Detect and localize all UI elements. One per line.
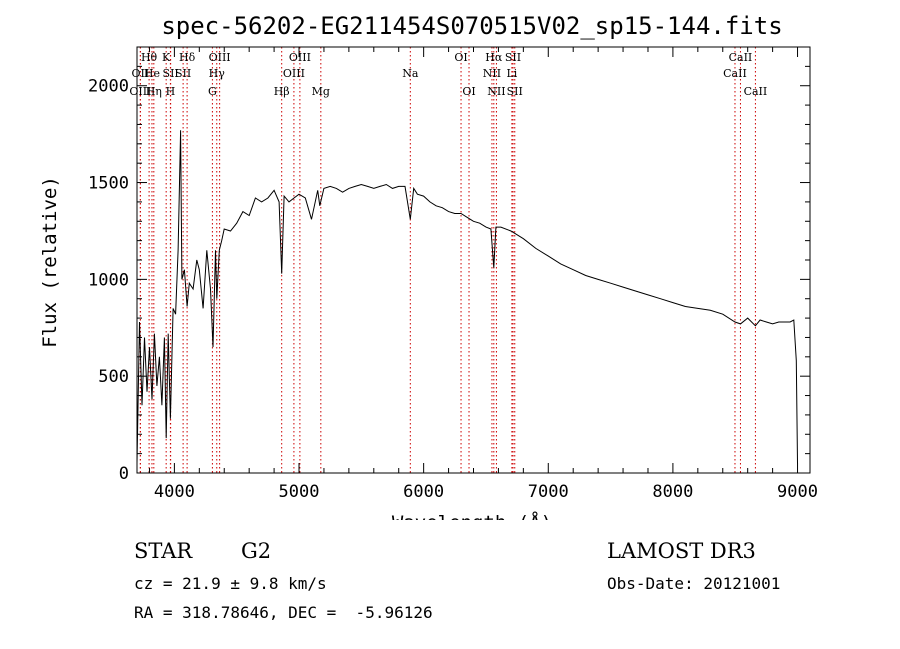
line-label: G — [208, 85, 217, 98]
coordinates-text: RA = 318.78646, DEC = -5.96126 — [134, 603, 433, 622]
y-tick-label: 0 — [119, 464, 129, 484]
line-label: Hα — [485, 51, 503, 64]
y-tick-label: 2000 — [88, 77, 129, 97]
survey-name: LAMOST DR3 — [607, 539, 756, 563]
redshift-text: cz = 21.9 ± 9.8 km/s — [134, 574, 327, 593]
line-label: SII — [507, 85, 523, 98]
line-label: CaII — [723, 67, 747, 80]
line-label: OII — [132, 67, 150, 80]
line-label: SII — [505, 51, 521, 64]
line-label: H — [166, 85, 176, 98]
x-axis-label: Wavelength (Å) — [392, 511, 552, 520]
line-label: CaII — [744, 85, 768, 98]
x-tick-label: 4000 — [154, 482, 195, 502]
line-label: Li — [506, 67, 517, 80]
y-tick-label: 1500 — [88, 174, 129, 194]
line-label: SII — [163, 67, 179, 80]
x-tick-label: 6000 — [403, 482, 444, 502]
line-label: NII — [487, 85, 505, 98]
chart-title: spec-56202-EG211454S070515V02_sp15-144.f… — [161, 12, 782, 40]
y-tick-label: 1000 — [88, 270, 129, 290]
line-label: Hη — [146, 85, 162, 98]
line-label: Hγ — [209, 67, 226, 80]
spectral-subclass: G2 — [241, 539, 272, 563]
emission-line-markers — [139, 47, 756, 473]
line-label: OIII — [283, 67, 305, 80]
line-label: OI — [462, 85, 475, 98]
x-axis-ticks: 4000 5000 6000 7000 8000 9000 — [148, 47, 818, 502]
line-label: He — [144, 67, 160, 80]
x-tick-label: 9000 — [777, 482, 818, 502]
line-label: NII — [483, 67, 501, 80]
spectrum-chart: spec-56202-EG211454S070515V02_sp15-144.f… — [39, 12, 818, 520]
object-class: STAR — [134, 539, 193, 563]
spectrum-line — [136, 130, 798, 464]
line-label: K — [162, 51, 171, 64]
line-label: SII — [175, 67, 191, 80]
plot-frame — [136, 46, 811, 474]
x-tick-label: 7000 — [528, 482, 569, 502]
y-axis-ticks: 0 500 1000 1500 2000 — [88, 46, 810, 484]
line-label: OIII — [209, 51, 231, 64]
line-label: Na — [402, 67, 419, 80]
x-tick-label: 5000 — [279, 482, 320, 502]
line-label: OI — [454, 51, 467, 64]
x-tick-label: 8000 — [652, 482, 693, 502]
line-label: OIII — [129, 85, 151, 98]
line-label: Hδ — [179, 51, 196, 64]
line-label: Mg — [312, 85, 330, 98]
line-label: CaII — [729, 51, 753, 64]
observation-date: Obs-Date: 20121001 — [607, 574, 781, 593]
line-label: Hθ — [141, 51, 158, 64]
y-axis-label: Flux (relative) — [39, 176, 61, 348]
y-tick-label: 500 — [98, 367, 129, 387]
line-label: Hβ — [274, 85, 290, 98]
line-label: OIII — [289, 51, 311, 64]
